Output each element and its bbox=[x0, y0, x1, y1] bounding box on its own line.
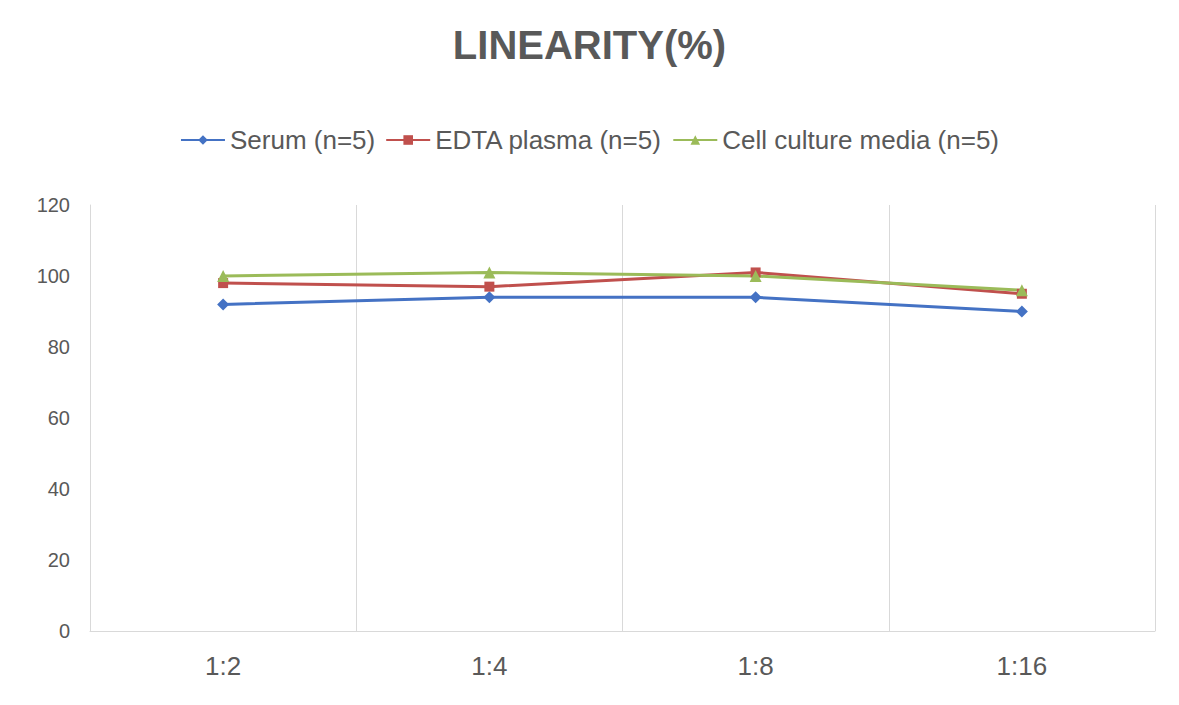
svg-text:1:16: 1:16 bbox=[997, 651, 1048, 681]
svg-text:40: 40 bbox=[48, 478, 70, 500]
svg-text:EDTA plasma (n=5): EDTA plasma (n=5) bbox=[435, 125, 661, 155]
svg-text:1:8: 1:8 bbox=[738, 651, 774, 681]
svg-text:0: 0 bbox=[59, 620, 70, 642]
svg-text:60: 60 bbox=[48, 407, 70, 429]
svg-text:Serum (n=5): Serum (n=5) bbox=[230, 125, 375, 155]
svg-text:100: 100 bbox=[37, 265, 70, 287]
svg-text:80: 80 bbox=[48, 336, 70, 358]
svg-text:LINEARITY(%): LINEARITY(%) bbox=[453, 23, 726, 67]
svg-text:Cell culture media (n=5): Cell culture media (n=5) bbox=[722, 125, 999, 155]
svg-text:20: 20 bbox=[48, 549, 70, 571]
svg-text:120: 120 bbox=[37, 194, 70, 216]
svg-text:1:4: 1:4 bbox=[471, 651, 507, 681]
svg-text:1:2: 1:2 bbox=[205, 651, 241, 681]
